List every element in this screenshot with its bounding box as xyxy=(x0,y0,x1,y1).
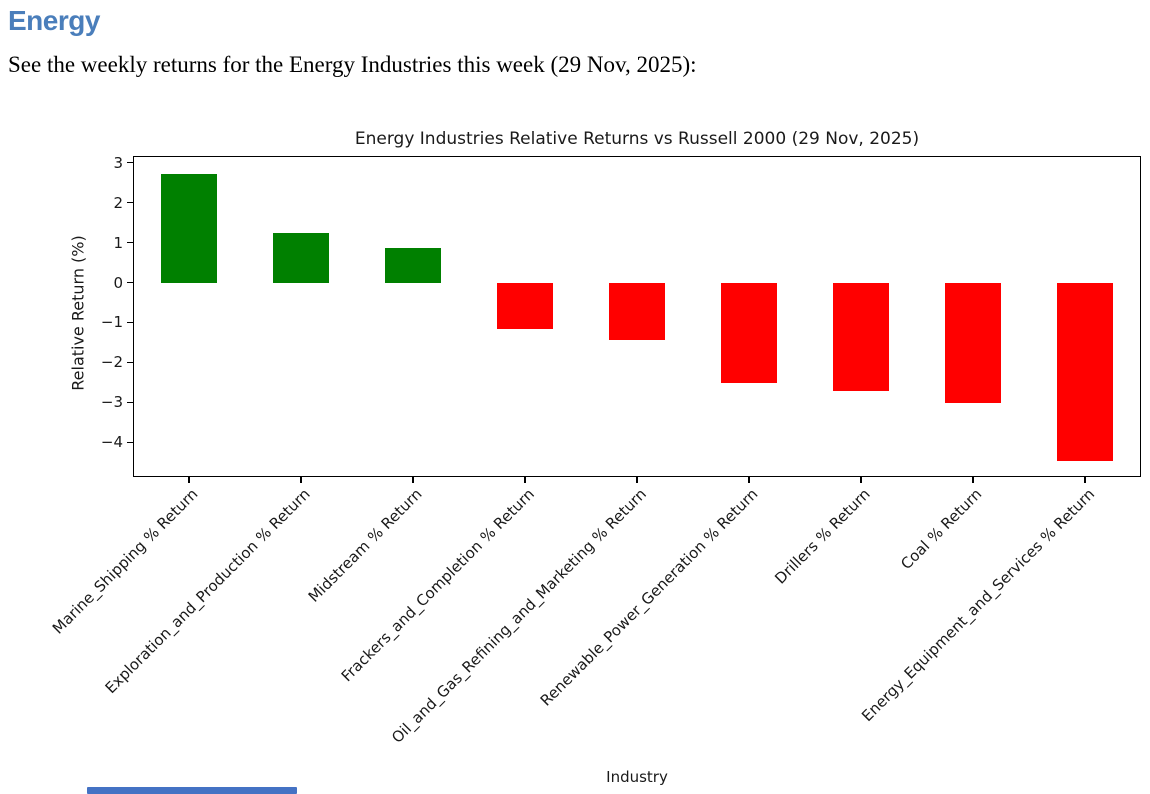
x-tick-mark xyxy=(1084,477,1086,483)
chart-bar xyxy=(721,282,777,384)
x-tick-label: Midstream % Return xyxy=(304,485,426,606)
x-tick-mark xyxy=(860,477,862,483)
x-tick-label: Frackers_and_Completion % Return xyxy=(337,485,538,686)
x-tick-mark xyxy=(972,477,974,483)
y-tick-mark xyxy=(127,241,133,244)
chart-bar xyxy=(385,248,441,283)
y-tick-mark xyxy=(127,321,133,324)
y-tick-label: −3 xyxy=(100,393,123,412)
x-tick-label: Drillers % Return xyxy=(771,485,874,588)
y-tick-mark xyxy=(127,401,133,404)
page-title: Energy xyxy=(8,5,100,36)
chart-bar xyxy=(945,282,1001,404)
x-tick-label: Energy_Equipment_and_Services % Return xyxy=(857,485,1098,726)
y-tick-label: 3 xyxy=(113,153,123,172)
y-tick-mark xyxy=(127,281,133,284)
y-tick-label: 1 xyxy=(113,233,123,252)
x-tick-mark xyxy=(524,477,526,483)
intro-text: See the weekly returns for the Energy In… xyxy=(8,52,697,77)
x-tick-mark xyxy=(188,477,190,483)
y-tick-label: −4 xyxy=(100,433,123,452)
chart-bar xyxy=(273,233,329,283)
x-tick-mark xyxy=(636,477,638,483)
chart-bar xyxy=(497,282,553,330)
y-tick-mark xyxy=(127,441,133,443)
x-tick-label: Oil_and_Gas_Refining_and_Marketing % Ret… xyxy=(387,485,650,747)
x-tick-mark xyxy=(748,477,750,483)
horizontal-scrollbar-thumb[interactable] xyxy=(87,787,297,794)
chart-bar xyxy=(1057,282,1113,462)
x-tick-label: Exploration_and_Production % Return xyxy=(101,485,314,698)
y-tick-mark xyxy=(127,202,133,204)
x-tick-mark xyxy=(412,477,414,483)
y-tick-label: 0 xyxy=(113,273,123,292)
y-tick-label: 2 xyxy=(113,193,123,212)
y-tick-mark xyxy=(127,162,133,164)
y-tick-mark xyxy=(127,361,133,364)
chart-bar xyxy=(609,282,665,340)
x-tick-label: Renewable_Power_Generation % Return xyxy=(537,485,762,710)
chart-bar xyxy=(833,282,889,392)
chart-bar xyxy=(161,173,217,283)
y-tick-label: −2 xyxy=(100,353,123,372)
x-axis-label: Industry xyxy=(606,768,668,786)
chart-title: Energy Industries Relative Returns vs Ru… xyxy=(354,129,920,149)
x-tick-label: Coal % Return xyxy=(897,485,986,574)
x-tick-mark xyxy=(300,477,302,483)
y-tick-label: −1 xyxy=(100,313,123,332)
